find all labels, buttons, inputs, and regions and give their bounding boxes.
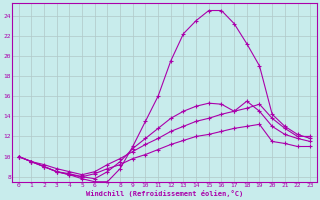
X-axis label: Windchill (Refroidissement éolien,°C): Windchill (Refroidissement éolien,°C) (86, 190, 243, 197)
